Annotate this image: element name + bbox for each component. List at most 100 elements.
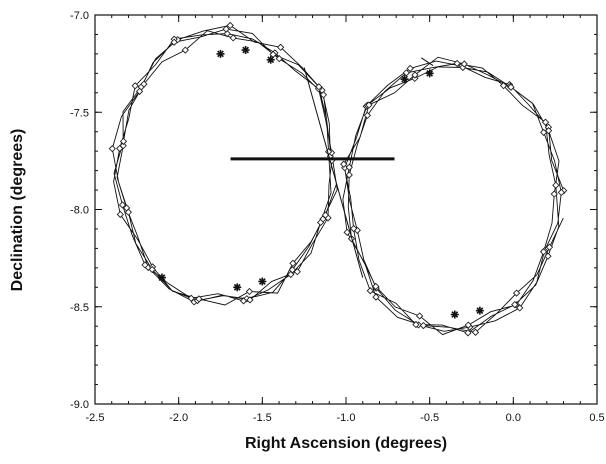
star-stroke <box>158 274 166 281</box>
x-tick-label: 0.5 <box>589 412 604 424</box>
diamond-marker <box>464 329 472 337</box>
diamond-marker <box>140 80 148 88</box>
diamond-marker <box>552 181 560 189</box>
y-tick-label: -7.5 <box>70 107 89 119</box>
diamond-marker <box>118 201 127 209</box>
diamond-marker <box>116 210 124 219</box>
diamond-marker <box>557 188 565 197</box>
diamond-marker <box>293 268 301 276</box>
diamond-marker <box>315 83 323 91</box>
star-stroke <box>242 46 249 54</box>
x-tick-label: -1.5 <box>253 412 272 424</box>
diamond-marker <box>246 296 254 304</box>
y-tick-label: -8.5 <box>70 302 89 314</box>
diamond-marker <box>539 248 548 256</box>
x-tick-label: -0.5 <box>420 412 439 424</box>
diamond-marker <box>340 160 348 168</box>
diamond-marker <box>319 91 328 99</box>
diamond-marker <box>229 34 237 42</box>
star-marker <box>266 55 275 64</box>
star-marker <box>400 75 409 84</box>
diamond-marker <box>276 43 285 51</box>
diamond-marker <box>108 145 116 153</box>
plot-frame <box>94 14 598 405</box>
star-stroke <box>233 283 241 291</box>
diamond-marker <box>345 171 353 179</box>
star-marker <box>233 283 242 292</box>
y-tick-label: -8.0 <box>70 205 89 217</box>
star-stroke <box>267 56 275 64</box>
diamond-marker <box>287 270 295 279</box>
diamond-marker <box>464 321 472 329</box>
star-marker <box>425 69 434 78</box>
diamond-marker <box>365 101 373 109</box>
diamond-marker <box>372 282 380 291</box>
orbit-track-2 <box>340 56 568 337</box>
star-stroke <box>451 311 459 318</box>
diamond-marker <box>511 300 519 309</box>
diamond-marker <box>181 46 189 54</box>
diamond-marker <box>350 224 358 233</box>
star-stroke <box>217 50 224 58</box>
star-stroke <box>476 307 484 315</box>
star-stroke <box>401 75 408 83</box>
axes-layer: -2.5 -2.0 -1.5 -1.0 -0.5 0.0 0.5 -9.0 -8.5 -8.0 -7… <box>70 10 605 424</box>
diamond-marker <box>131 82 139 90</box>
diamond-marker <box>507 83 515 91</box>
diamond-marker <box>545 243 554 251</box>
diamond-marker <box>411 71 419 79</box>
star-marker <box>157 273 166 282</box>
y-tick-label: -9.0 <box>70 399 89 411</box>
diamond-marker <box>419 321 428 330</box>
data-layer <box>108 21 568 337</box>
diamond-marker <box>141 261 149 269</box>
diamond-marker <box>124 208 133 216</box>
diamond-marker <box>499 82 508 90</box>
diamond-marker <box>363 111 372 120</box>
diamond-marker <box>226 21 234 30</box>
y-axis-label: Declination (degrees) <box>9 129 26 292</box>
diamond-marker <box>541 118 550 126</box>
diamond-marker <box>343 228 351 236</box>
diamond-marker <box>471 328 480 336</box>
orbit-track-1 <box>108 21 338 306</box>
orbit-path <box>342 56 565 336</box>
diamond-marker <box>316 218 325 227</box>
diamond-marker <box>544 127 553 135</box>
diamond-marker <box>321 211 330 219</box>
diamond-marker <box>119 137 128 145</box>
diamond-marker <box>275 55 283 63</box>
diamond-marker <box>415 312 424 320</box>
diamond-marker <box>345 163 353 171</box>
diamond-marker <box>366 287 374 295</box>
diamond-marker <box>412 320 420 329</box>
x-axis-label: Right Ascension (degrees) <box>245 435 447 452</box>
diamond-marker <box>135 87 144 95</box>
diamond-marker <box>406 64 414 73</box>
diamond-marker <box>148 265 156 274</box>
diamond-marker <box>245 287 254 296</box>
diamond-marker <box>460 60 468 68</box>
track-segment <box>421 57 434 66</box>
diamond-marker <box>453 59 461 68</box>
diamond-marker <box>540 128 548 137</box>
diamond-marker <box>222 25 230 33</box>
diamond-marker <box>116 144 124 153</box>
diamond-marker <box>512 289 521 297</box>
diamond-marker <box>223 29 231 38</box>
star-stroke <box>426 69 434 77</box>
diamond-marker <box>195 295 203 303</box>
diamond-marker <box>372 293 380 301</box>
diamond-marker <box>550 190 558 198</box>
star-stroke <box>258 278 266 285</box>
diamond-marker <box>170 38 178 46</box>
diamond-marker <box>544 252 552 260</box>
star-marker <box>216 49 225 58</box>
diamond-marker <box>289 259 297 267</box>
diamond-marker <box>187 294 195 302</box>
star-marker <box>450 310 459 319</box>
x-tick-label: 0.0 <box>506 412 521 424</box>
x-tick-label: -1.0 <box>337 412 356 424</box>
